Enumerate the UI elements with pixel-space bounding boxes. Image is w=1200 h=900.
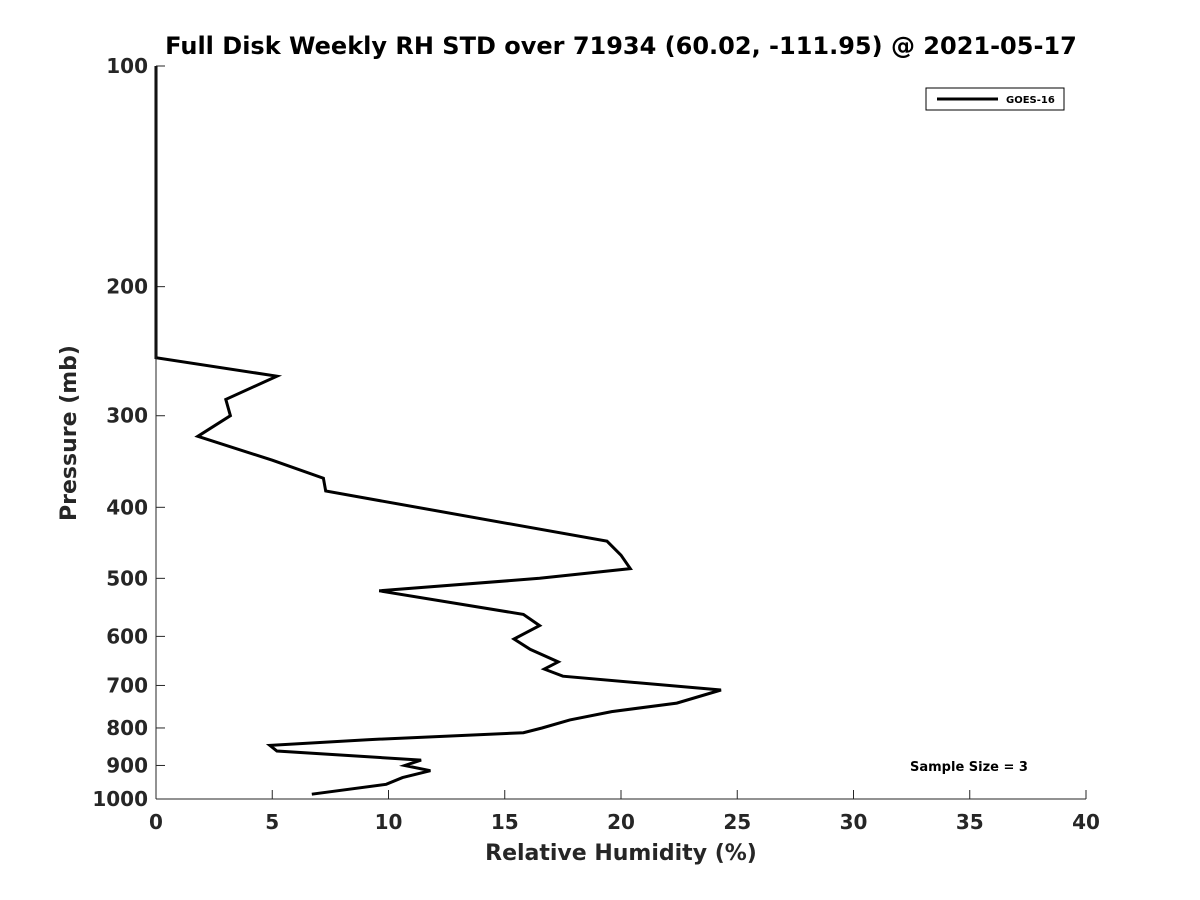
x-axis-ticks: 0 5 10 15 20 25 30 35 40 [149, 790, 1100, 834]
y-tick-label: 700 [106, 673, 148, 697]
series-line-goes-16 [154, 66, 722, 796]
series-layer [154, 66, 722, 796]
sample-size-annotation: Sample Size = 3 [910, 760, 1028, 775]
x-tick-label: 25 [723, 810, 751, 834]
x-tick-label: 10 [375, 810, 403, 834]
x-tick-label: 15 [491, 810, 519, 834]
chart-title: Full Disk Weekly RH STD over 71934 (60.0… [165, 32, 1077, 60]
y-axis-label: Pressure (mb) [57, 345, 82, 521]
x-axis-label: Relative Humidity (%) [485, 841, 757, 866]
x-tick-label: 35 [956, 810, 984, 834]
y-tick-label: 600 [106, 624, 148, 648]
y-tick-label: 1000 [92, 787, 148, 811]
y-tick-label: 300 [106, 404, 148, 428]
x-tick-label: 40 [1072, 810, 1100, 834]
y-tick-label: 900 [106, 753, 148, 777]
legend-label-goes-16: GOES-16 [1006, 95, 1055, 106]
x-tick-label: 30 [840, 810, 868, 834]
legend: GOES-16 [925, 87, 1065, 111]
y-tick-label: 800 [106, 716, 148, 740]
y-axis-ticks: 100 200 300 400 500 600 700 800 900 1000 [92, 54, 165, 811]
x-tick-label: 5 [265, 810, 279, 834]
y-tick-label: 400 [106, 495, 148, 519]
y-tick-label: 500 [106, 566, 148, 590]
x-tick-label: 0 [149, 810, 163, 834]
y-tick-label: 200 [106, 275, 148, 299]
x-tick-label: 20 [607, 810, 635, 834]
y-tick-label: 100 [106, 54, 148, 78]
